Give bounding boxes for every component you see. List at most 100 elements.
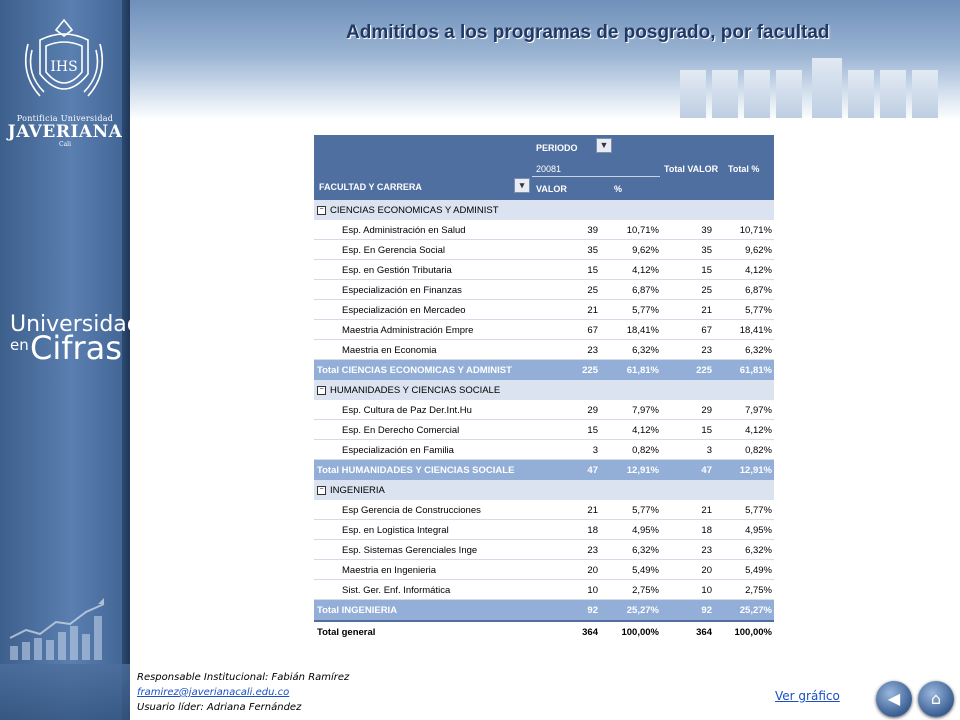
total-valor-header: Total VALOR — [664, 164, 719, 174]
cell-tvalor: 20 — [701, 565, 712, 576]
cell-pct: 7,97% — [632, 405, 659, 416]
sidebar-edge — [122, 0, 130, 720]
cell-tpct: 4,12% — [745, 265, 772, 276]
cell-valor: 21 — [587, 305, 598, 316]
row-label: Maestria Administración Empre — [342, 325, 474, 336]
row-label: Especialización en Finanzas — [342, 285, 462, 296]
row-label: INGENIERIA — [330, 485, 385, 496]
institution-line2: JAVERIANA — [7, 122, 123, 142]
growth-chart-decoration-icon — [9, 598, 105, 660]
row-label: CIENCIAS ECONOMICAS Y ADMINIST — [330, 205, 499, 216]
cell-pct: 25,27% — [626, 605, 659, 616]
cell-tvalor: 23 — [701, 545, 712, 556]
row-label: Total HUMANIDADES Y CIENCIAS SOCIALE — [317, 465, 515, 476]
cell-pct: 100,00% — [621, 627, 659, 638]
cell-tpct: 7,97% — [745, 405, 772, 416]
pivot-table: PERIODO ▼ 20081 Total VALOR Total % FACU… — [314, 135, 774, 640]
cell-tpct: 6,32% — [745, 345, 772, 356]
table-row: Maestria Administración Empre 67 18,41% 67 1… — [314, 320, 774, 340]
cell-tvalor: 225 — [696, 365, 712, 376]
responsable-text: Responsable Institucional: Fabián Ramíre… — [137, 672, 350, 683]
cell-pct: 0,82% — [632, 445, 659, 456]
cell-pct: 18,41% — [626, 325, 659, 336]
table-row: Especialización en Mercadeo 21 5,77% 21 5,77… — [314, 300, 774, 320]
cell-tpct: 0,82% — [745, 445, 772, 456]
cell-tpct: 6,32% — [745, 545, 772, 556]
header-bar-decoration — [880, 70, 906, 118]
cell-tpct: 10,71% — [739, 225, 772, 236]
cell-valor: 10 — [587, 585, 598, 596]
row-label: Esp. En Derecho Comercial — [342, 425, 460, 436]
cell-tvalor: 39 — [701, 225, 712, 236]
row-label: Esp. Administración en Salud — [342, 225, 466, 236]
cell-tvalor: 67 — [701, 325, 712, 336]
cell-valor: 23 — [587, 345, 598, 356]
header-bar-decoration — [812, 58, 842, 118]
header-bar-decoration — [744, 70, 770, 118]
collapse-icon[interactable]: − — [317, 485, 326, 495]
cell-pct: 12,91% — [626, 465, 659, 476]
group-row[interactable]: − HUMANIDADES Y CIENCIAS SOCIALE — [314, 380, 774, 400]
cell-tvalor: 364 — [696, 627, 712, 638]
cell-valor: 92 — [587, 605, 598, 616]
cell-tpct: 4,95% — [745, 525, 772, 536]
pivot-header: PERIODO ▼ 20081 Total VALOR Total % FACU… — [314, 135, 774, 200]
group-row[interactable]: − CIENCIAS ECONOMICAS Y ADMINIST — [314, 200, 774, 220]
table-row: Esp. Sistemas Gerenciales Inge 23 6,32% 23 6… — [314, 540, 774, 560]
pivot-body: − CIENCIAS ECONOMICAS Y ADMINIST Esp. Admi… — [314, 200, 774, 640]
cell-tpct: 18,41% — [739, 325, 772, 336]
email-link[interactable]: framirez@javerianacali.edu.co — [137, 687, 290, 698]
cell-valor: 67 — [587, 325, 598, 336]
header-bar-decoration — [848, 70, 874, 118]
brand-line2: en — [10, 336, 29, 354]
row-label: Esp Gerencia de Construcciones — [342, 505, 481, 516]
group-row[interactable]: − INGENIERIA — [314, 480, 774, 500]
cell-pct: 4,12% — [632, 265, 659, 276]
institution-line3: Cali — [58, 141, 71, 148]
cell-tvalor: 23 — [701, 345, 712, 356]
back-arrow-icon[interactable]: ◀ — [876, 681, 912, 717]
header-bar-decoration — [776, 70, 802, 118]
pct-header: % — [614, 184, 623, 194]
header-bar-decoration — [712, 70, 738, 118]
home-icon[interactable]: ⌂ — [918, 681, 954, 717]
cell-tpct: 12,91% — [739, 465, 772, 476]
row-label: Especialización en Familia — [342, 445, 454, 456]
cell-tvalor: 21 — [701, 305, 712, 316]
brand-line1: Universidad — [10, 312, 141, 337]
cell-tvalor: 35 — [701, 245, 712, 256]
row-label: Sist. Ger. Enf. Informática — [342, 585, 451, 596]
table-row: Especialización en Finanzas 25 6,87% 25 6,87… — [314, 280, 774, 300]
collapse-icon[interactable]: − — [317, 205, 326, 215]
table-row: Esp. En Derecho Comercial 15 4,12% 15 4,12% — [314, 420, 774, 440]
row-label: Esp. en Gestión Tributaria — [342, 265, 452, 276]
table-row: Esp. En Gerencia Social 35 9,62% 35 9,62% — [314, 240, 774, 260]
cell-pct: 5,77% — [632, 305, 659, 316]
sidebar-bottom-decoration — [0, 664, 130, 720]
cell-tvalor: 25 — [701, 285, 712, 296]
cell-valor: 20 — [587, 565, 598, 576]
collapse-icon[interactable]: − — [317, 385, 326, 395]
cell-valor: 23 — [587, 545, 598, 556]
cell-tpct: 9,62% — [745, 245, 772, 256]
cell-tpct: 5,77% — [745, 505, 772, 516]
filter-icon[interactable]: ▼ — [596, 138, 612, 153]
cell-valor: 47 — [587, 465, 598, 476]
cell-pct: 5,49% — [632, 565, 659, 576]
row-field-label: FACULTAD Y CARRERA — [319, 182, 422, 192]
ver-grafico-link[interactable]: Ver gráfico — [775, 689, 840, 703]
dropdown-arrow-icon[interactable]: ▾ — [514, 178, 530, 193]
svg-text:IHS: IHS — [50, 59, 77, 75]
cell-tvalor: 92 — [701, 605, 712, 616]
row-label: Total CIENCIAS ECONOMICAS Y ADMINIST — [317, 365, 512, 376]
cell-valor: 15 — [587, 425, 598, 436]
row-label: Esp. en Logistica Integral — [342, 525, 449, 536]
cell-tpct: 5,77% — [745, 305, 772, 316]
total-row: Total INGENIERIA 92 25,27% 92 25,27% — [314, 600, 774, 620]
cell-pct: 4,12% — [632, 425, 659, 436]
table-row: Esp. Cultura de Paz Der.Int.Hu 29 7,97% 29 7… — [314, 400, 774, 420]
table-row: Sist. Ger. Enf. Informática 10 2,75% 10 2,75… — [314, 580, 774, 600]
cell-tvalor: 47 — [701, 465, 712, 476]
header-bar-decoration — [680, 70, 706, 118]
institution-line1: Pontificia Universidad — [16, 114, 114, 123]
